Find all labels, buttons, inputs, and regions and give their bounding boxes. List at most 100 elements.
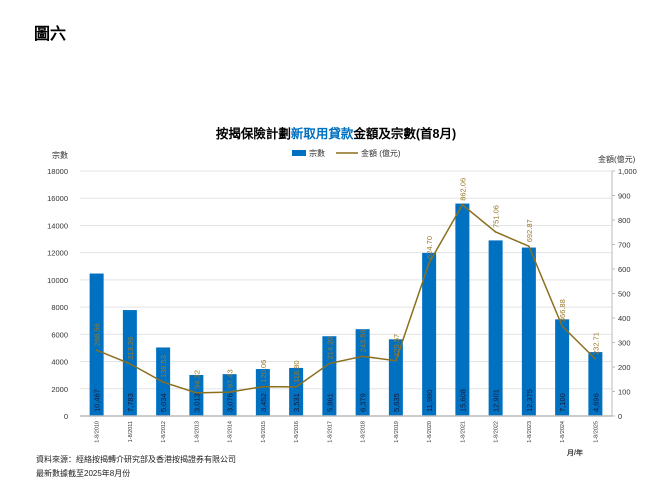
line-point: [295, 386, 297, 388]
left-tick-label: 18000: [47, 167, 68, 176]
right-tick-label: 900: [618, 192, 631, 201]
x-tick-label: 1-8/2012: [161, 421, 167, 443]
bar: [355, 329, 370, 416]
x-tick-label: 1-8/2010: [95, 421, 101, 443]
line-data-label: 214.20: [325, 337, 334, 360]
bar: [588, 352, 603, 416]
line-point: [361, 355, 364, 358]
right-tick-label: 700: [618, 241, 631, 250]
x-tick-label: 1-8/2018: [361, 421, 367, 443]
line-point: [561, 325, 563, 327]
line-data-label: 624.70: [425, 236, 434, 259]
bar: [222, 374, 237, 416]
line-point: [95, 349, 98, 352]
line-data-label: 243.59: [359, 329, 368, 352]
x-tick-label: 1-8/2020: [427, 421, 433, 443]
bar-data-label: 5,034: [159, 393, 168, 412]
legend: 宗數 金額 (億元): [292, 148, 401, 158]
x-tick-label: 1-8/2019: [394, 421, 400, 443]
x-tick-label: 1-8/2023: [527, 421, 533, 443]
left-tick-label: 16000: [47, 194, 68, 203]
x-tick-label: 1-8/2015: [261, 421, 267, 443]
bar: [289, 367, 304, 416]
line-data-label: 118.80: [292, 361, 301, 383]
bar-data-label: 6,379: [359, 393, 368, 412]
line-point: [528, 245, 530, 248]
line-point: [228, 391, 231, 393]
bar: [488, 240, 503, 416]
bar-data-label: 3,013: [192, 393, 201, 412]
line-data-label: 232.71: [591, 332, 600, 355]
right-axis-title: 金額(億元): [598, 154, 636, 164]
right-tick-label: 500: [618, 290, 631, 299]
line-point: [162, 381, 164, 383]
left-tick-label: 10000: [47, 276, 68, 285]
legend-bar-swatch: [292, 150, 306, 156]
bar: [521, 247, 536, 416]
legend-bar-label: 宗數: [309, 148, 325, 158]
line-data-label: 138.53: [159, 355, 168, 378]
line-data-label: 862.06: [458, 178, 467, 201]
left-tick-label: 8000: [51, 303, 68, 312]
x-tick-label: 1-8/2025: [593, 421, 599, 443]
line-data-label: 225.57: [392, 334, 401, 357]
legend-line-label: 金額 (億元): [361, 148, 401, 158]
line-data-label: 692.87: [525, 219, 534, 242]
left-tick-label: 2000: [51, 385, 68, 394]
update-note: 最新數據截至2025年8月份: [36, 469, 131, 478]
title-part-1: 按揭保險計劃: [216, 126, 291, 141]
left-tick-label: 0: [64, 412, 68, 421]
x-tick-label: 1-8/2021: [460, 421, 466, 443]
right-tick-label: 1,000: [618, 167, 637, 176]
line-data-label: 97.43: [226, 369, 235, 388]
title-part-3: 金額及宗數(首8月): [352, 126, 456, 141]
right-tick-label: 400: [618, 314, 631, 323]
bar-data-label: 3,076: [226, 393, 235, 412]
line-point: [395, 359, 397, 362]
line-data-label: 213.26: [126, 337, 135, 360]
line-point: [594, 358, 597, 360]
line-data-label: 268.56: [93, 323, 102, 346]
left-tick-label: 12000: [47, 249, 68, 258]
line-data-label: 120.06: [259, 360, 268, 383]
x-axis-title: 月/年: [566, 448, 583, 457]
line-point: [328, 362, 331, 365]
bar: [388, 339, 403, 416]
bar: [89, 273, 104, 416]
line-point: [129, 362, 131, 365]
x-tick-label: 1-8/2014: [228, 421, 234, 443]
source-note: 資料來源：經絡按揭轉介研究部及香港按揭證券有限公司: [36, 455, 236, 464]
bar: [422, 252, 437, 416]
right-tick-label: 100: [618, 388, 631, 397]
bar-data-label: 12,901: [492, 389, 501, 412]
right-tick-label: 800: [618, 216, 631, 225]
line-point: [262, 385, 264, 388]
right-tick-label: 0: [618, 412, 622, 421]
bar-data-label: 15,608: [458, 389, 467, 412]
x-tick-label: 1-8/2024: [560, 421, 566, 443]
chart-title: 按揭保險計劃新取用貸款金額及宗數(首8月): [216, 126, 456, 141]
bar: [255, 369, 270, 416]
line-data-label: 751.06: [492, 205, 501, 228]
figure-label: 圖六: [34, 26, 67, 43]
right-tick-label: 300: [618, 339, 631, 348]
x-tick-label: 1-8/2013: [194, 421, 200, 443]
bar-data-label: 3,531: [292, 393, 301, 412]
amount-line: [96, 203, 596, 394]
bar-data-label: 11,980: [425, 390, 434, 412]
bar-data-label: 12,375: [525, 389, 534, 412]
right-tick-label: 200: [618, 363, 631, 372]
bar: [555, 319, 570, 416]
line-point: [428, 262, 430, 264]
left-tick-label: 4000: [51, 358, 68, 367]
x-tick-label: 1-8/2017: [327, 421, 333, 443]
bar: [322, 336, 337, 416]
bar-data-label: 5,635: [392, 393, 401, 412]
bar-data-label: 10,467: [93, 389, 102, 412]
line-point: [461, 203, 464, 206]
title-part-2: 新取用貸款: [291, 126, 354, 141]
bar-data-label: 7,783: [126, 393, 135, 412]
left-axis-title: 宗數: [52, 150, 68, 160]
